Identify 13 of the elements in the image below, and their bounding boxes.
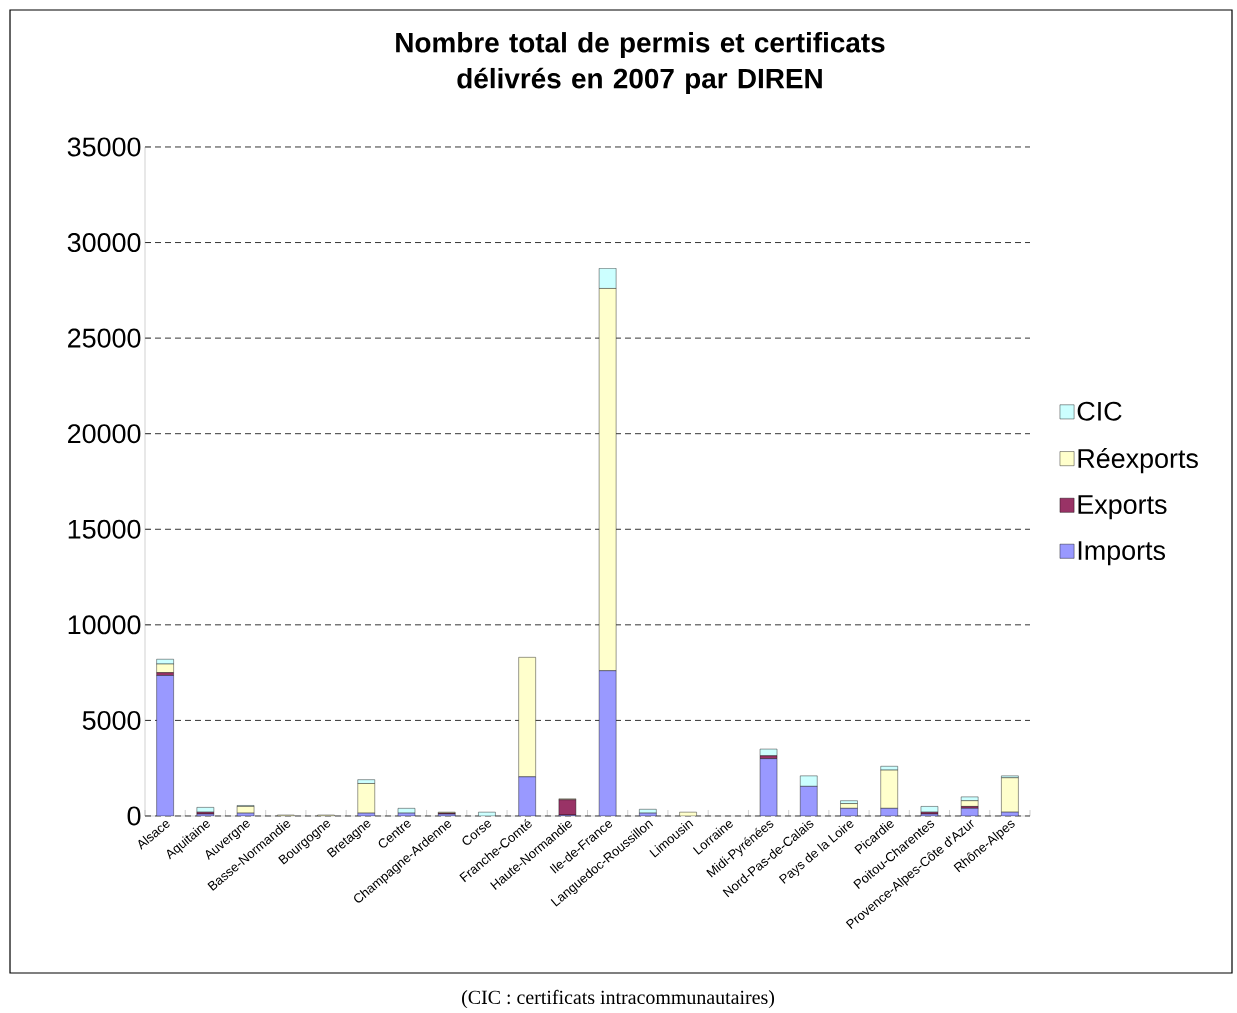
legend-label: Réexports [1078,447,1198,474]
text: (CIC : certificats intracommunautaires) [462,989,775,1009]
legend-label: Imports [1078,541,1166,566]
y-tick-label: 25000 [68,328,141,348]
y-tick-label: 30000 [67,233,141,253]
legend-label: CIC [1077,401,1122,421]
y-tick-label: 35000 [67,137,141,157]
y-tick-label: 5000 [82,710,141,730]
legend-label: Exports [1078,495,1167,520]
y-tick-label: 15000 [68,519,141,539]
y-tick-label: 10000 [68,615,141,635]
chart-title: Nombre total de permis et certificats délivrés en 2007 par DIREN [396,32,885,94]
y-tick-label: 20000 [68,424,141,444]
